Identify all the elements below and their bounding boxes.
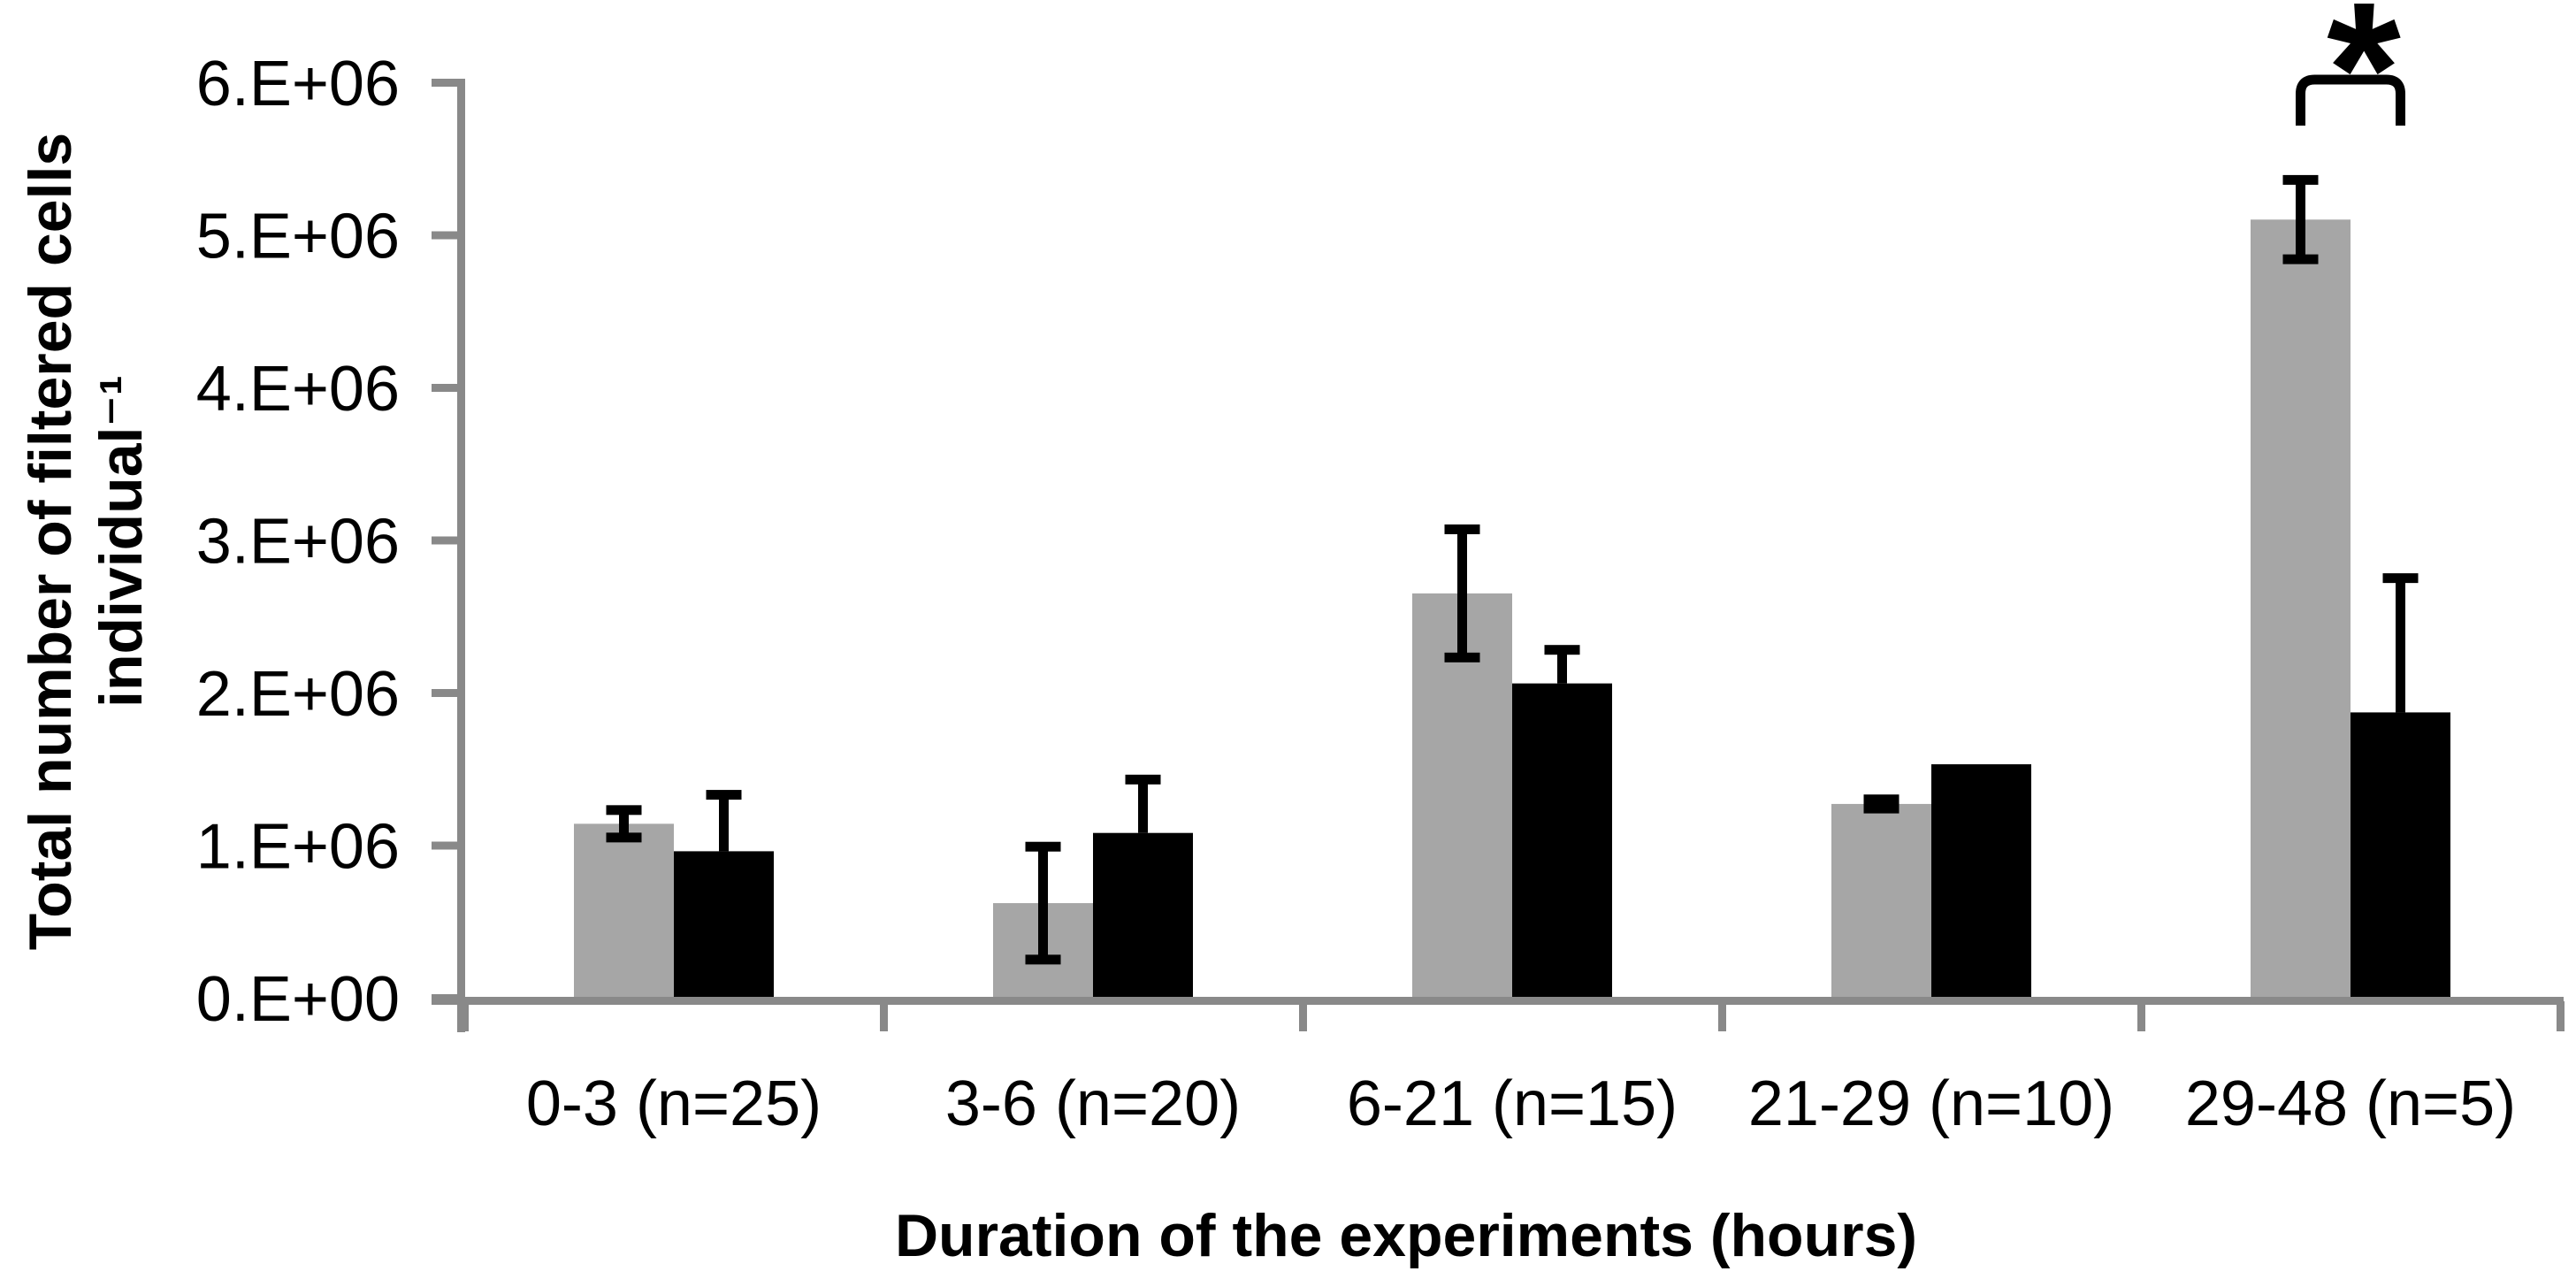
bar-black-3 [1931, 764, 2031, 998]
x-axis-line [432, 997, 2564, 1005]
error-bar-cap-top-gray-1 [1025, 841, 1061, 852]
x-axis-tick [2137, 1001, 2145, 1031]
x-tick-label: 6-21 (n=15) [1347, 1068, 1678, 1139]
error-bar-cap-bottom-gray-2 [1444, 652, 1480, 662]
y-tick-label: 5.E+06 [196, 202, 400, 272]
plot-area: 0.E+00 1.E+06 2.E+06 3.E+06 4.E+06 5.E+06 6.E+… [196, 0, 2565, 1139]
bar-gray-3 [1831, 803, 1931, 998]
y-tick-label: 0.E+00 [196, 964, 400, 1035]
x-tick-label: 0-3 (n=25) [526, 1068, 822, 1139]
error-bar-line-gray-0 [619, 809, 629, 838]
error-bar-cap-top-black-2 [1544, 645, 1580, 655]
error-bar-line-black-0 [719, 794, 729, 852]
error-bar-cap-top-gray-3 [1863, 794, 1900, 805]
y-axis-tick [432, 841, 457, 850]
y-axis-tick [432, 231, 457, 240]
bar-black-0 [674, 851, 774, 998]
x-axis-tick [2557, 1001, 2565, 1031]
error-bar-line-black-1 [1138, 779, 1148, 833]
x-axis-tick [1299, 1001, 1307, 1031]
bar-black-2 [1512, 683, 1612, 998]
error-bar-line-gray-1 [1038, 846, 1048, 960]
y-tick-label: 6.E+06 [196, 49, 400, 119]
y-axis-tick [432, 384, 457, 392]
y-tick-label: 3.E+06 [196, 507, 400, 578]
error-bar-line-black-4 [2396, 578, 2405, 713]
bar-black-4 [2351, 712, 2450, 998]
y-axis-tick [432, 994, 457, 1002]
x-axis-title: Duration of the experiments (hours) [895, 1202, 1917, 1269]
error-bar-cap-bottom-gray-3 [1863, 803, 1900, 814]
error-bar-line-gray-4 [2296, 180, 2305, 260]
error-bar-cap-top-gray-4 [2282, 174, 2319, 185]
y-tick-label: 4.E+06 [196, 354, 400, 425]
x-axis-tick [880, 1001, 888, 1031]
bar-black-1 [1093, 832, 1193, 998]
error-bar-cap-top-black-1 [1125, 774, 1161, 785]
y-axis-title-line1: Total number of filtered cells [17, 133, 84, 950]
y-axis-tick [432, 689, 457, 697]
y-axis-title-line2: individual⁻¹ [88, 375, 155, 708]
error-bar-line-black-2 [1557, 649, 1567, 684]
y-axis-line [457, 79, 465, 1032]
x-tick-label: 29-48 (n=5) [2185, 1068, 2516, 1139]
error-bar-line-gray-2 [1457, 529, 1467, 658]
x-tick-label: 21-29 (n=10) [1748, 1068, 2114, 1139]
y-tick-label: 2.E+06 [196, 659, 400, 730]
error-bar-cap-top-black-4 [2382, 573, 2419, 584]
y-axis-tick [432, 79, 457, 87]
significance-bracket [2296, 74, 2405, 126]
significance-asterisk: * [2327, 0, 2401, 175]
bar-gray-0 [574, 823, 674, 998]
error-bar-cap-bottom-gray-4 [2282, 254, 2319, 264]
error-bar-cap-top-black-0 [706, 790, 742, 800]
y-axis-tick [432, 536, 457, 545]
bar-gray-4 [2251, 219, 2351, 998]
error-bar-cap-top-gray-0 [606, 805, 642, 816]
x-axis-tick [1718, 1001, 1726, 1031]
error-bar-cap-top-gray-2 [1444, 524, 1480, 534]
y-tick-label: 1.E+06 [196, 812, 400, 883]
x-tick-label: 3-6 (n=20) [945, 1068, 1241, 1139]
error-bar-cap-bottom-gray-1 [1025, 954, 1061, 965]
error-bar-cap-bottom-gray-0 [606, 832, 642, 843]
x-axis-tick [461, 1001, 469, 1031]
